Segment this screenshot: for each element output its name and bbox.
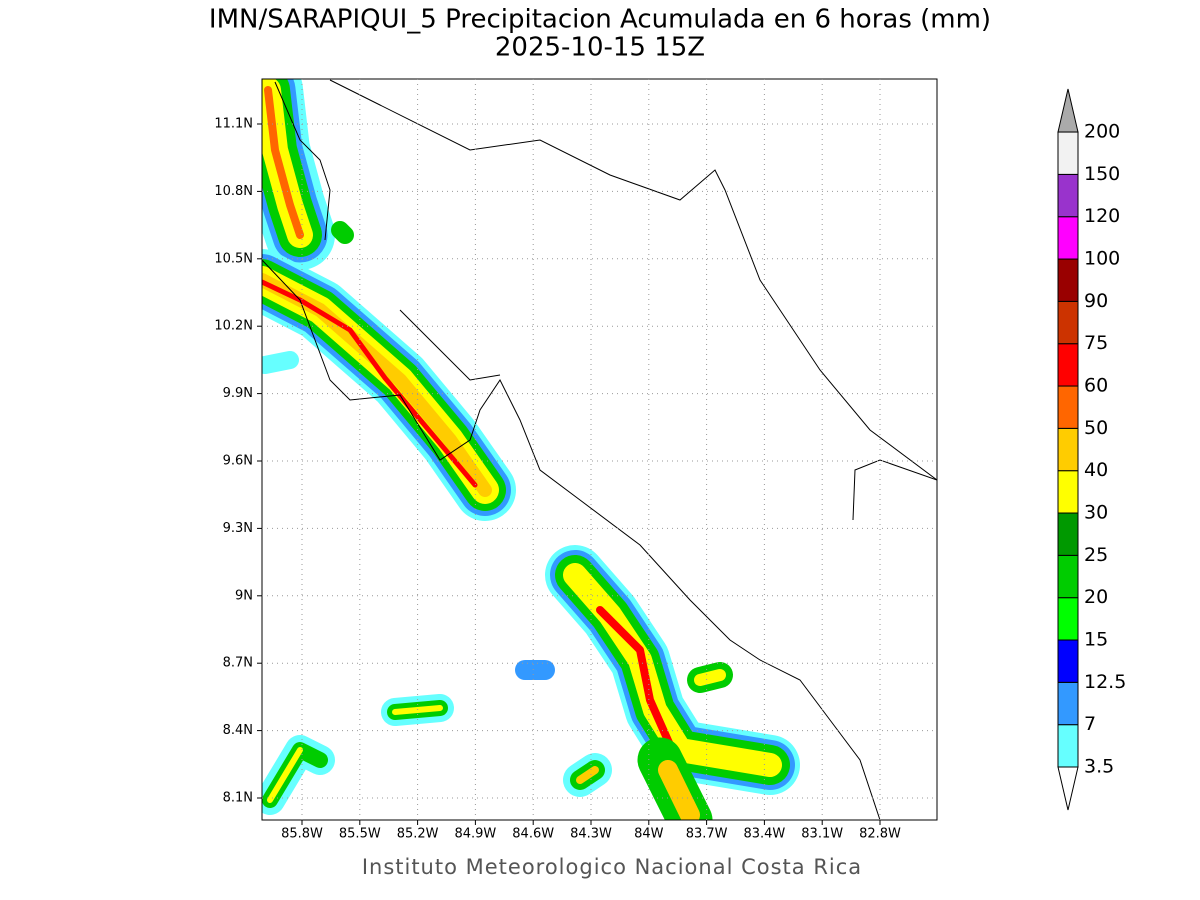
colorbar-box [1057,258,1079,302]
colorbar-label: 40 [1084,459,1108,481]
lon-label: 84.9W [454,827,496,842]
lon-label: 85.5W [339,827,381,842]
colorbar-box [1057,724,1079,768]
colorbar-box [1057,427,1079,472]
subtitle: 2025-10-15 15Z [495,33,705,63]
colorbar-label: 75 [1084,332,1108,354]
colorbar-box [1057,216,1079,260]
lat-label: 9.3N [223,521,253,536]
lat-label: 8.7N [223,656,253,671]
lon-label: 83.1W [801,827,843,842]
lon-label: 85.2W [397,827,439,842]
title: IMN/SARAPIQUI_5 Precipitacion Acumulada … [209,5,991,35]
colorbar-box [1057,639,1079,683]
lat-label: 9.9N [223,386,253,401]
colorbar-box [1057,512,1079,556]
lat-label: 8.1N [223,791,253,806]
lat-label: 11.1N [214,117,253,132]
colorbar-label: 100 [1084,248,1120,270]
lat-label: 10.2N [214,319,253,334]
footer: Instituto Meteorologico Nacional Costa R… [362,855,862,879]
colorbar-box [1057,597,1079,641]
colorbar-label: 200 [1084,121,1120,143]
colorbar-label: 7 [1084,713,1096,735]
colorbar-box [1057,300,1079,345]
colorbar: 3.5 7 12.5 15 20 25 30 40 50 60 75 90 100 120 150 200 [1057,88,1126,811]
colorbar-label: 90 [1084,290,1108,312]
lat-label: 9.6N [223,454,253,469]
colorbar-label: 60 [1084,375,1108,397]
lat-label: 9N [235,588,253,603]
colorbar-over [1057,88,1079,133]
colorbar-box [1057,681,1079,726]
map-frame [261,78,938,821]
lon-label: 85.8W [281,827,323,842]
lon-label: 84W [634,827,664,842]
colorbar-label: 50 [1084,417,1108,439]
colorbar-box [1057,385,1079,429]
lat-label: 10.8N [214,184,253,199]
colorbar-label: 15 [1084,629,1108,651]
colorbar-label: 12.5 [1084,671,1126,693]
colorbar-box [1057,554,1079,599]
lon-label: 84.6W [512,827,554,842]
lon-label: 82.8W [859,827,901,842]
colorbar-label: 20 [1084,586,1108,608]
colorbar-box [1057,173,1079,218]
colorbar-box [1057,131,1079,175]
lat-label: 10.5N [214,251,253,266]
colorbar-label: 30 [1084,502,1108,524]
lat-label: 8.4N [223,723,253,738]
lon-label: 83.7W [686,827,728,842]
colorbar-under [1057,766,1079,811]
map: 11.1N 10.8N 10.5N 10.2N 9.9N 9.6N 9.3N 9N 8.7N 8.… [214,78,938,842]
colorbar-label: 120 [1084,205,1120,227]
precipitation [262,79,937,820]
lon-label: 84.3W [570,827,612,842]
colorbar-box [1057,470,1079,514]
colorbar-label: 25 [1084,544,1108,566]
colorbar-label: 3.5 [1084,756,1114,778]
colorbar-box [1057,343,1079,387]
lon-label: 83.4W [743,827,785,842]
colorbar-label: 150 [1084,163,1120,185]
